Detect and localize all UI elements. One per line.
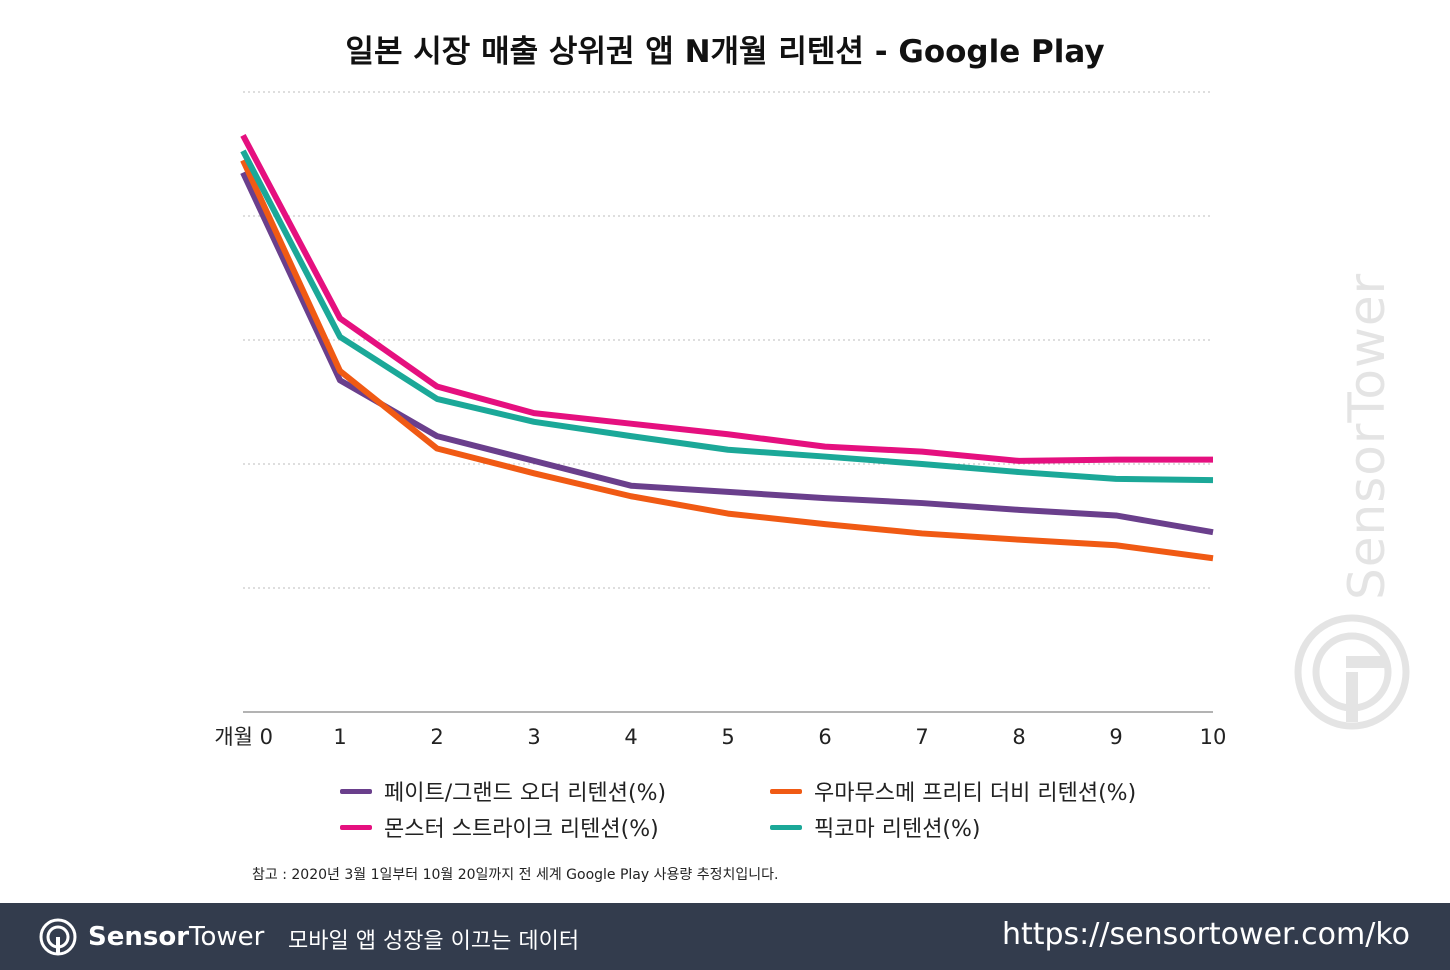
- sensortower-logo-icon: [39, 918, 77, 956]
- x-tick-label-2: 2: [430, 725, 443, 749]
- series-line-piccoma: [240, 149, 1214, 484]
- footer-brand[interactable]: SensorTower: [38, 917, 264, 957]
- series-line-monster-strike: [240, 133, 1213, 464]
- legend-item-fgo: 페이트/그랜드 오더 리텐션(%): [340, 776, 770, 806]
- chart-title: 일본 시장 매출 상위권 앱 N개월 리텐션 - Google Play: [345, 34, 1105, 70]
- footer-bar: SensorTower 모바일 앱 성장을 이끄는 데이터 https://se…: [0, 903, 1450, 970]
- legend-label-monster-strike: 몬스터 스트라이크 리텐션(%): [384, 817, 659, 842]
- x-tick-label-5: 5: [721, 725, 734, 749]
- line-chart: 개월 0 1 2 3 4 5 6 7 8 9 10: [214, 91, 1226, 749]
- x-tick-label-9: 9: [1109, 725, 1122, 749]
- x-tick-label-7: 7: [915, 725, 928, 749]
- footer-url-link[interactable]: https://sensortower.com/ko: [1001, 917, 1410, 952]
- legend-swatch-monster-strike: [340, 824, 372, 830]
- legend-item-umamusume: 우마무스메 프리티 더비 리텐션(%): [770, 776, 1240, 806]
- footer-brand-bold: Sensor: [88, 922, 190, 952]
- legend-label-fgo: 페이트/그랜드 오더 리텐션(%): [384, 781, 667, 806]
- x-tick-label-3: 3: [527, 725, 540, 749]
- chart-legend: 페이트/그랜드 오더 리텐션(%) 우마무스메 프리티 더비 리텐션(%) 몬스…: [340, 776, 1240, 842]
- series-line-fgo: [240, 171, 1214, 536]
- chart-footnote: 참고 : 2020년 3월 1일부터 10월 20일까지 전 세계 Google…: [252, 867, 779, 883]
- x-tick-label-4: 4: [624, 725, 637, 749]
- legend-label-piccoma: 픽코마 리텐션(%): [814, 817, 981, 842]
- x-tick-label-1: 1: [333, 725, 346, 749]
- legend-item-monster-strike: 몬스터 스트라이크 리텐션(%): [340, 812, 770, 842]
- x-tick-label-8: 8: [1012, 725, 1025, 749]
- x-tick-label-10: 10: [1200, 725, 1227, 749]
- footer-tagline: 모바일 앱 성장을 이끄는 데이터: [288, 929, 580, 954]
- x-tick-label-0: 개월 0: [214, 725, 273, 749]
- x-tick-label-6: 6: [818, 725, 831, 749]
- watermark-logo-icon: [1294, 614, 1410, 730]
- legend-swatch-umamusume: [770, 788, 802, 794]
- watermark-text: SensorTower: [1338, 272, 1396, 600]
- legend-swatch-piccoma: [770, 824, 802, 830]
- footer-brand-rest: Tower: [189, 922, 265, 952]
- legend-item-piccoma: 픽코마 리텐션(%): [770, 812, 1240, 842]
- x-tick-labels: 개월 0 1 2 3 4 5 6 7 8 9 10: [214, 725, 1226, 749]
- legend-swatch-fgo: [340, 788, 372, 794]
- series-line-umamusume: [240, 158, 1214, 562]
- series-lines: [240, 133, 1214, 562]
- legend-label-umamusume: 우마무스메 프리티 더비 리텐션(%): [814, 781, 1137, 806]
- footer-brand-name: SensorTower: [88, 922, 264, 952]
- gridlines: [243, 91, 1213, 589]
